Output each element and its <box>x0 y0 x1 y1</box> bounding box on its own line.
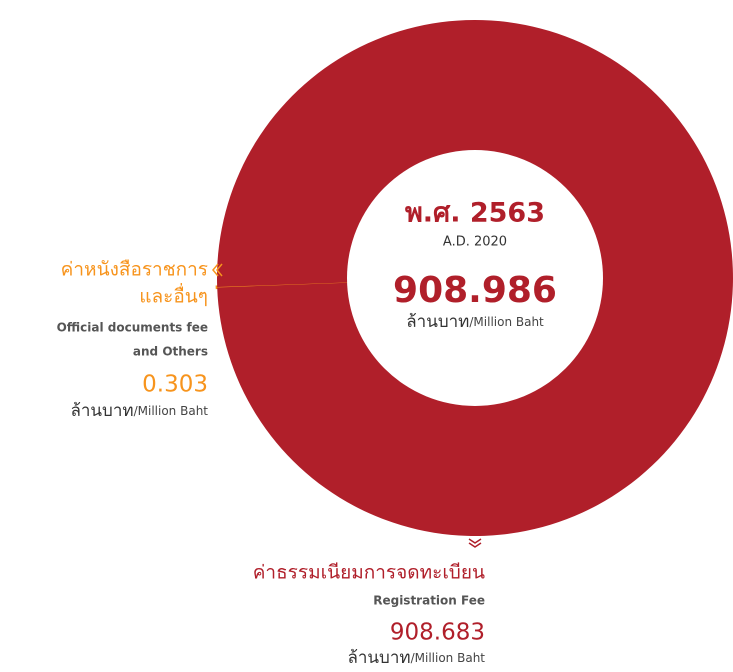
series-name-th: ค่าธรรมเนียมการจดทะเบียน <box>253 562 485 584</box>
series-name-en: and Others <box>133 345 208 359</box>
donut-hole <box>347 150 603 406</box>
center-year-en: A.D. 2020 <box>443 235 507 250</box>
unit-en: /Million Baht <box>469 315 544 329</box>
value-label: 0.303 <box>142 372 208 398</box>
center-year-th: พ.ศ. 2563 <box>405 198 545 229</box>
center-total: 908.986 <box>393 270 557 311</box>
chevron <box>216 263 223 277</box>
value-label: 908.683 <box>390 620 485 646</box>
series-name-th: ค่าหนังสือราชการ <box>61 259 208 281</box>
unit-th: ล้านบาท <box>347 648 410 668</box>
unit-en: /Million Baht <box>411 651 486 665</box>
unit-th: ล้านบาท <box>70 401 133 421</box>
series-name-en: Registration Fee <box>373 594 485 608</box>
unit-th: ล้านบาท <box>406 312 469 332</box>
chevron <box>212 263 219 277</box>
unit-label: ล้านบาท/Million Baht <box>406 312 544 332</box>
chevron <box>468 542 482 548</box>
series-name-th: และอื่นๆ <box>139 283 208 308</box>
unit-en: /Million Baht <box>134 404 209 418</box>
unit-label: ล้านบาท/Million Baht <box>347 648 485 668</box>
chevron <box>468 538 482 544</box>
series-name-en: Official documents fee <box>57 321 208 335</box>
unit-label: ล้านบาท/Million Baht <box>70 401 208 421</box>
